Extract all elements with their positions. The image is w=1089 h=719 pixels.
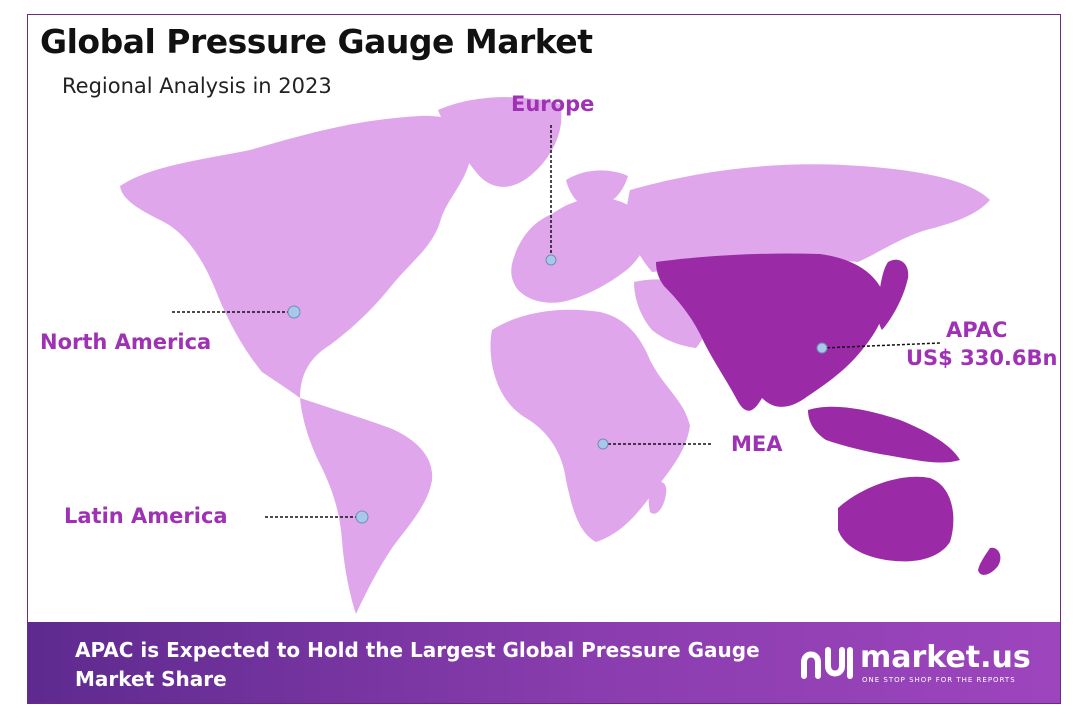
greenland-landmass (438, 97, 562, 187)
footer-headline: APAC is Expected to Hold the Largest Glo… (75, 638, 760, 691)
europe-landmass (511, 198, 647, 303)
north-asia-landmass (626, 164, 990, 272)
apac-australia-landmass (838, 476, 954, 562)
latin-america-marker (355, 510, 369, 524)
apac-value: US$ 330.6Bn (906, 346, 1058, 370)
logo-wordmark: market.us (860, 640, 1031, 675)
apac-marker (816, 342, 828, 354)
mea-marker (597, 438, 609, 450)
apac-southeast-asia-landmass (808, 406, 960, 463)
africa-landmass (490, 309, 690, 542)
page-title: Global Pressure Gauge Market (40, 22, 593, 61)
market-us-logo-icon (801, 647, 853, 679)
north-america-marker (287, 305, 301, 319)
north-america-label: North America (40, 330, 212, 354)
page-subtitle: Regional Analysis in 2023 (62, 74, 332, 98)
latin-america-landmass (300, 398, 433, 614)
madagascar-landmass (648, 481, 667, 514)
mea-label: MEA (731, 432, 783, 456)
apac-label: APAC (946, 318, 1008, 342)
scandinavia-landmass (566, 170, 628, 210)
apac-asia-landmass (656, 253, 885, 411)
europe-label: Europe (511, 92, 595, 116)
apac-japan-landmass (877, 259, 909, 330)
apac-new-zealand-landmass (978, 547, 1001, 575)
europe-marker (545, 254, 557, 266)
logo-tagline: ONE STOP SHOP FOR THE REPORTS (862, 676, 1016, 684)
footer-banner: APAC is Expected to Hold the Largest Glo… (28, 622, 1060, 703)
latin-america-label: Latin America (64, 504, 228, 528)
market-us-logo: market.us ONE STOP SHOP FOR THE REPORTS (798, 640, 1048, 690)
north-america-landmass (120, 115, 473, 398)
